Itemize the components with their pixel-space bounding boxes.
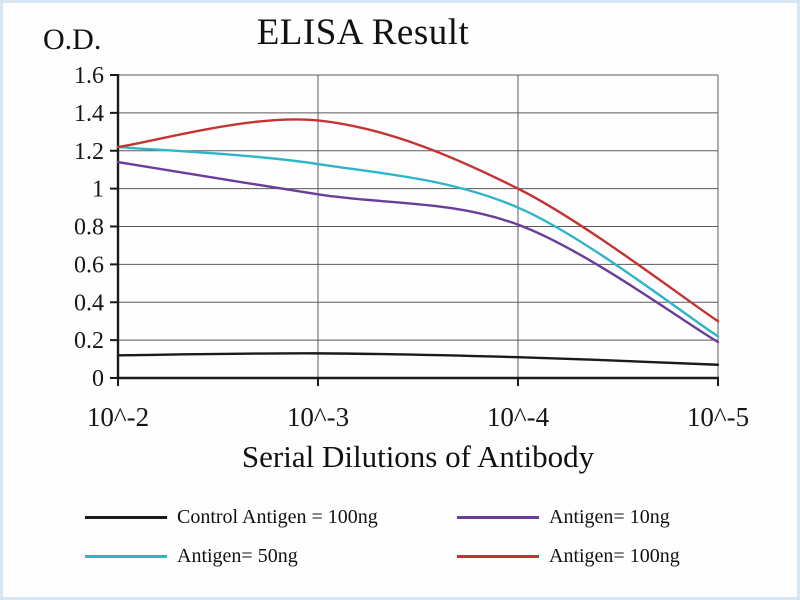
- series-line-control-antigen-100ng: [116, 352, 720, 366]
- y-tick-label: 1.2: [74, 139, 104, 165]
- y-tick-label: 1.6: [74, 63, 104, 89]
- series-line-antigen-100ng: [116, 118, 720, 323]
- y-tick-label: 0.6: [74, 252, 104, 278]
- elisa-line-plot: 0 0.2 0.4 0.6 0.8 1 1.2 1.4 1.6 10^-2 10^-3 10^-4 10…: [74, 63, 749, 432]
- series-line-antigen-50ng: [116, 145, 720, 338]
- legend-label: Control Antigen = 100ng: [177, 506, 378, 528]
- x-tick-label: 10^-4: [487, 402, 550, 432]
- legend-label: Antigen= 50ng: [177, 545, 298, 567]
- legend-item-control-antigen-100ng: Control Antigen = 100ng: [85, 506, 457, 529]
- y-tick-label: 1: [92, 177, 104, 203]
- chart-legend: Control Antigen = 100ng Antigen= 10ng An…: [85, 506, 765, 568]
- legend-item-antigen-10ng: Antigen= 10ng: [457, 506, 765, 529]
- legend-line-swatch-purple: [457, 516, 539, 519]
- legend-label: Antigen= 10ng: [549, 506, 670, 528]
- y-tick-label: 1.4: [74, 101, 104, 127]
- x-axis-title: Serial Dilutions of Antibody: [241, 439, 595, 474]
- legend-line-swatch-red: [457, 555, 539, 558]
- x-tick-label: 10^-5: [687, 402, 749, 432]
- legend-line-swatch-black: [85, 516, 167, 519]
- y-tick-label: 0.2: [74, 328, 104, 354]
- y-tick-label: 0.8: [74, 215, 104, 241]
- x-tick-label: 10^-3: [287, 402, 349, 432]
- legend-line-swatch-teal: [85, 555, 167, 558]
- legend-label: Antigen= 100ng: [549, 545, 680, 567]
- y-tick-label: 0: [92, 366, 104, 392]
- y-axis-title: O.D.: [43, 23, 102, 56]
- series-line-antigen-10ng: [116, 160, 720, 344]
- x-tick-label: 10^-2: [87, 402, 149, 432]
- legend-item-antigen-100ng: Antigen= 100ng: [457, 545, 765, 568]
- legend-item-antigen-50ng: Antigen= 50ng: [85, 545, 457, 568]
- y-tick-label: 0.4: [74, 290, 104, 316]
- chart-title: ELISA Result: [256, 12, 470, 53]
